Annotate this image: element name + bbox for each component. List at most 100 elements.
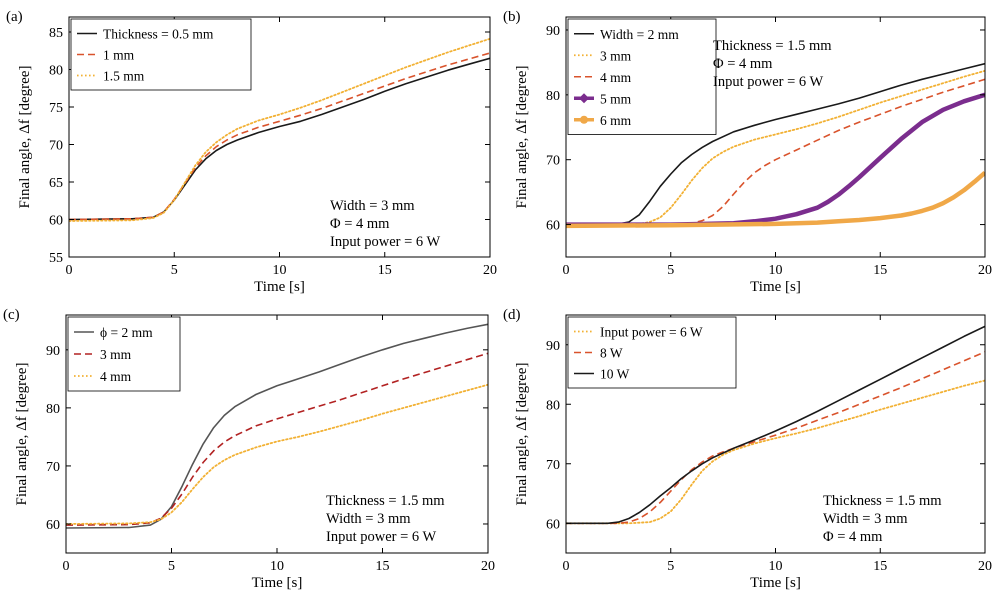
y-tick-label: 80 xyxy=(546,398,560,413)
y-tick-label: 60 xyxy=(546,219,560,234)
x-tick-label: 0 xyxy=(563,263,570,278)
legend-marker xyxy=(579,93,589,104)
legend-entry: 8 W xyxy=(600,346,623,361)
x-tick-label: 20 xyxy=(978,559,992,574)
legend-entry: 6 mm xyxy=(600,113,632,128)
y-tick-label: 70 xyxy=(546,154,560,169)
legend: Thickness = 0.5 mm 1 mm 1.5 mm xyxy=(70,18,252,91)
legend-entry: 1.5 mm xyxy=(103,69,145,84)
series-line-5 xyxy=(566,170,985,229)
x-axis-label: Time [s] xyxy=(254,279,305,295)
y-tick-label: 90 xyxy=(546,339,560,354)
y-tick-label: 90 xyxy=(46,344,60,359)
series-line-3 xyxy=(69,37,490,222)
annotation-line: Width = 3 mm xyxy=(330,198,415,214)
x-tick-label: 20 xyxy=(483,263,497,278)
x-tick-label: 15 xyxy=(378,263,392,278)
y-tick-label: 80 xyxy=(46,402,60,417)
legend-marker xyxy=(580,115,588,124)
series-line-1 xyxy=(566,379,985,525)
legend: ϕ = 2 mm 3 mm 4 mm xyxy=(67,316,181,392)
x-axis-label: Time [s] xyxy=(750,575,801,591)
y-tick-label: 80 xyxy=(49,64,63,79)
legend-entry: Thickness = 0.5 mm xyxy=(103,27,214,42)
series-line-2 xyxy=(66,352,488,526)
legend-box xyxy=(70,18,252,91)
y-tick-label: 60 xyxy=(46,518,60,533)
y-tick-label: 65 xyxy=(49,176,63,191)
legend-entry: 5 mm xyxy=(600,91,632,106)
x-axis-label: Time [s] xyxy=(252,575,303,591)
annotation-line: Thickness = 1.5 mm xyxy=(713,38,832,54)
x-tick-label: 5 xyxy=(667,559,674,574)
series-line-4 xyxy=(566,92,985,227)
annotation-line: Input power = 6 W xyxy=(713,74,824,90)
plot-area xyxy=(566,325,985,525)
series-line-2 xyxy=(69,52,490,221)
series-line-1 xyxy=(566,62,985,226)
x-tick-label: 5 xyxy=(168,559,175,574)
annotation: Thickness = 1.5 mm Width = 3 mm Φ = 4 mm xyxy=(823,493,942,545)
x-tick-label: 20 xyxy=(481,559,495,574)
annotation-line: Input power = 6 W xyxy=(326,529,437,545)
x-tick-label: 15 xyxy=(376,559,390,574)
plot-area xyxy=(69,37,490,222)
panel-c: 0 5 10 15 20 60 70 80 90 Time [s] Final angle, Δf … xyxy=(3,307,495,591)
legend: Input power = 6 W 8 W 10 W xyxy=(567,316,737,389)
series-line-3 xyxy=(566,325,985,525)
panel-d: 0 5 10 15 20 60 70 80 90 Time [s] Final angle, Δf … xyxy=(503,307,992,591)
plot-area xyxy=(66,323,488,529)
x-tick-label: 5 xyxy=(667,263,674,278)
x-axis-label: Time [s] xyxy=(750,279,801,295)
y-axis-label: Final angle, Δf [degree] xyxy=(514,363,530,506)
legend-box xyxy=(567,18,717,135)
x-tick-label: 5 xyxy=(171,263,178,278)
y-tick-label: 80 xyxy=(546,89,560,104)
annotation-line: Input power = 6 W xyxy=(330,234,441,250)
annotation-line: Thickness = 1.5 mm xyxy=(823,493,942,509)
legend-entry: Input power = 6 W xyxy=(600,325,703,340)
annotation-line: Φ = 4 mm xyxy=(330,216,390,232)
legend-entry: 3 mm xyxy=(100,347,132,362)
legend: Width = 2 mm 3 mm 4 mm 5 mm 6 mm xyxy=(567,18,717,135)
legend-entry: 3 mm xyxy=(600,48,632,63)
panel-a: 0 5 10 15 20 55 60 65 70 75 80 85 Time [s] Final angl… xyxy=(6,9,497,295)
y-tick-label: 90 xyxy=(546,24,560,39)
x-tick-label: 0 xyxy=(66,263,73,278)
y-tick-label: 75 xyxy=(49,101,63,116)
annotation-line: Width = 3 mm xyxy=(326,511,411,527)
legend-entry: 1 mm xyxy=(103,48,135,63)
annotation-line: Width = 3 mm xyxy=(823,511,908,527)
annotation-line: Thickness = 1.5 mm xyxy=(326,493,445,509)
series-line-1 xyxy=(66,323,488,529)
annotation: Width = 3 mm Φ = 4 mm Input power = 6 W xyxy=(330,198,441,250)
x-tick-label: 10 xyxy=(769,559,783,574)
plot-area xyxy=(566,62,985,229)
series-line-3 xyxy=(66,383,488,525)
x-tick-label: 15 xyxy=(873,263,887,278)
x-tick-label: 15 xyxy=(873,559,887,574)
x-tick-label: 0 xyxy=(63,559,70,574)
panel-b: 0 5 10 15 20 60 70 80 90 Time [s] Final angle, Δf … xyxy=(503,9,992,295)
series-line-2 xyxy=(566,69,985,226)
legend-entry: Width = 2 mm xyxy=(600,27,679,42)
x-tick-label: 10 xyxy=(270,559,284,574)
legend-entry: ϕ = 2 mm xyxy=(100,325,153,340)
annotation: Thickness = 1.5 mm Φ = 4 mm Input power = … xyxy=(713,38,832,90)
y-axis-label: Final angle, Δf [degree] xyxy=(17,66,33,209)
x-tick-label: 10 xyxy=(769,263,783,278)
annotation-line: Φ = 4 mm xyxy=(823,529,883,545)
y-tick-label: 70 xyxy=(46,460,60,475)
legend-entry: 10 W xyxy=(600,367,630,382)
legend-box xyxy=(567,316,737,389)
y-tick-label: 55 xyxy=(49,251,63,266)
y-tick-label: 60 xyxy=(546,517,560,532)
series-line-3 xyxy=(566,78,985,226)
y-tick-label: 70 xyxy=(49,139,63,154)
y-tick-label: 60 xyxy=(49,214,63,229)
y-tick-label: 70 xyxy=(546,458,560,473)
x-tick-label: 20 xyxy=(978,263,992,278)
y-axis-label: Final angle, Δf [degree] xyxy=(514,66,530,209)
x-tick-label: 0 xyxy=(563,559,570,574)
